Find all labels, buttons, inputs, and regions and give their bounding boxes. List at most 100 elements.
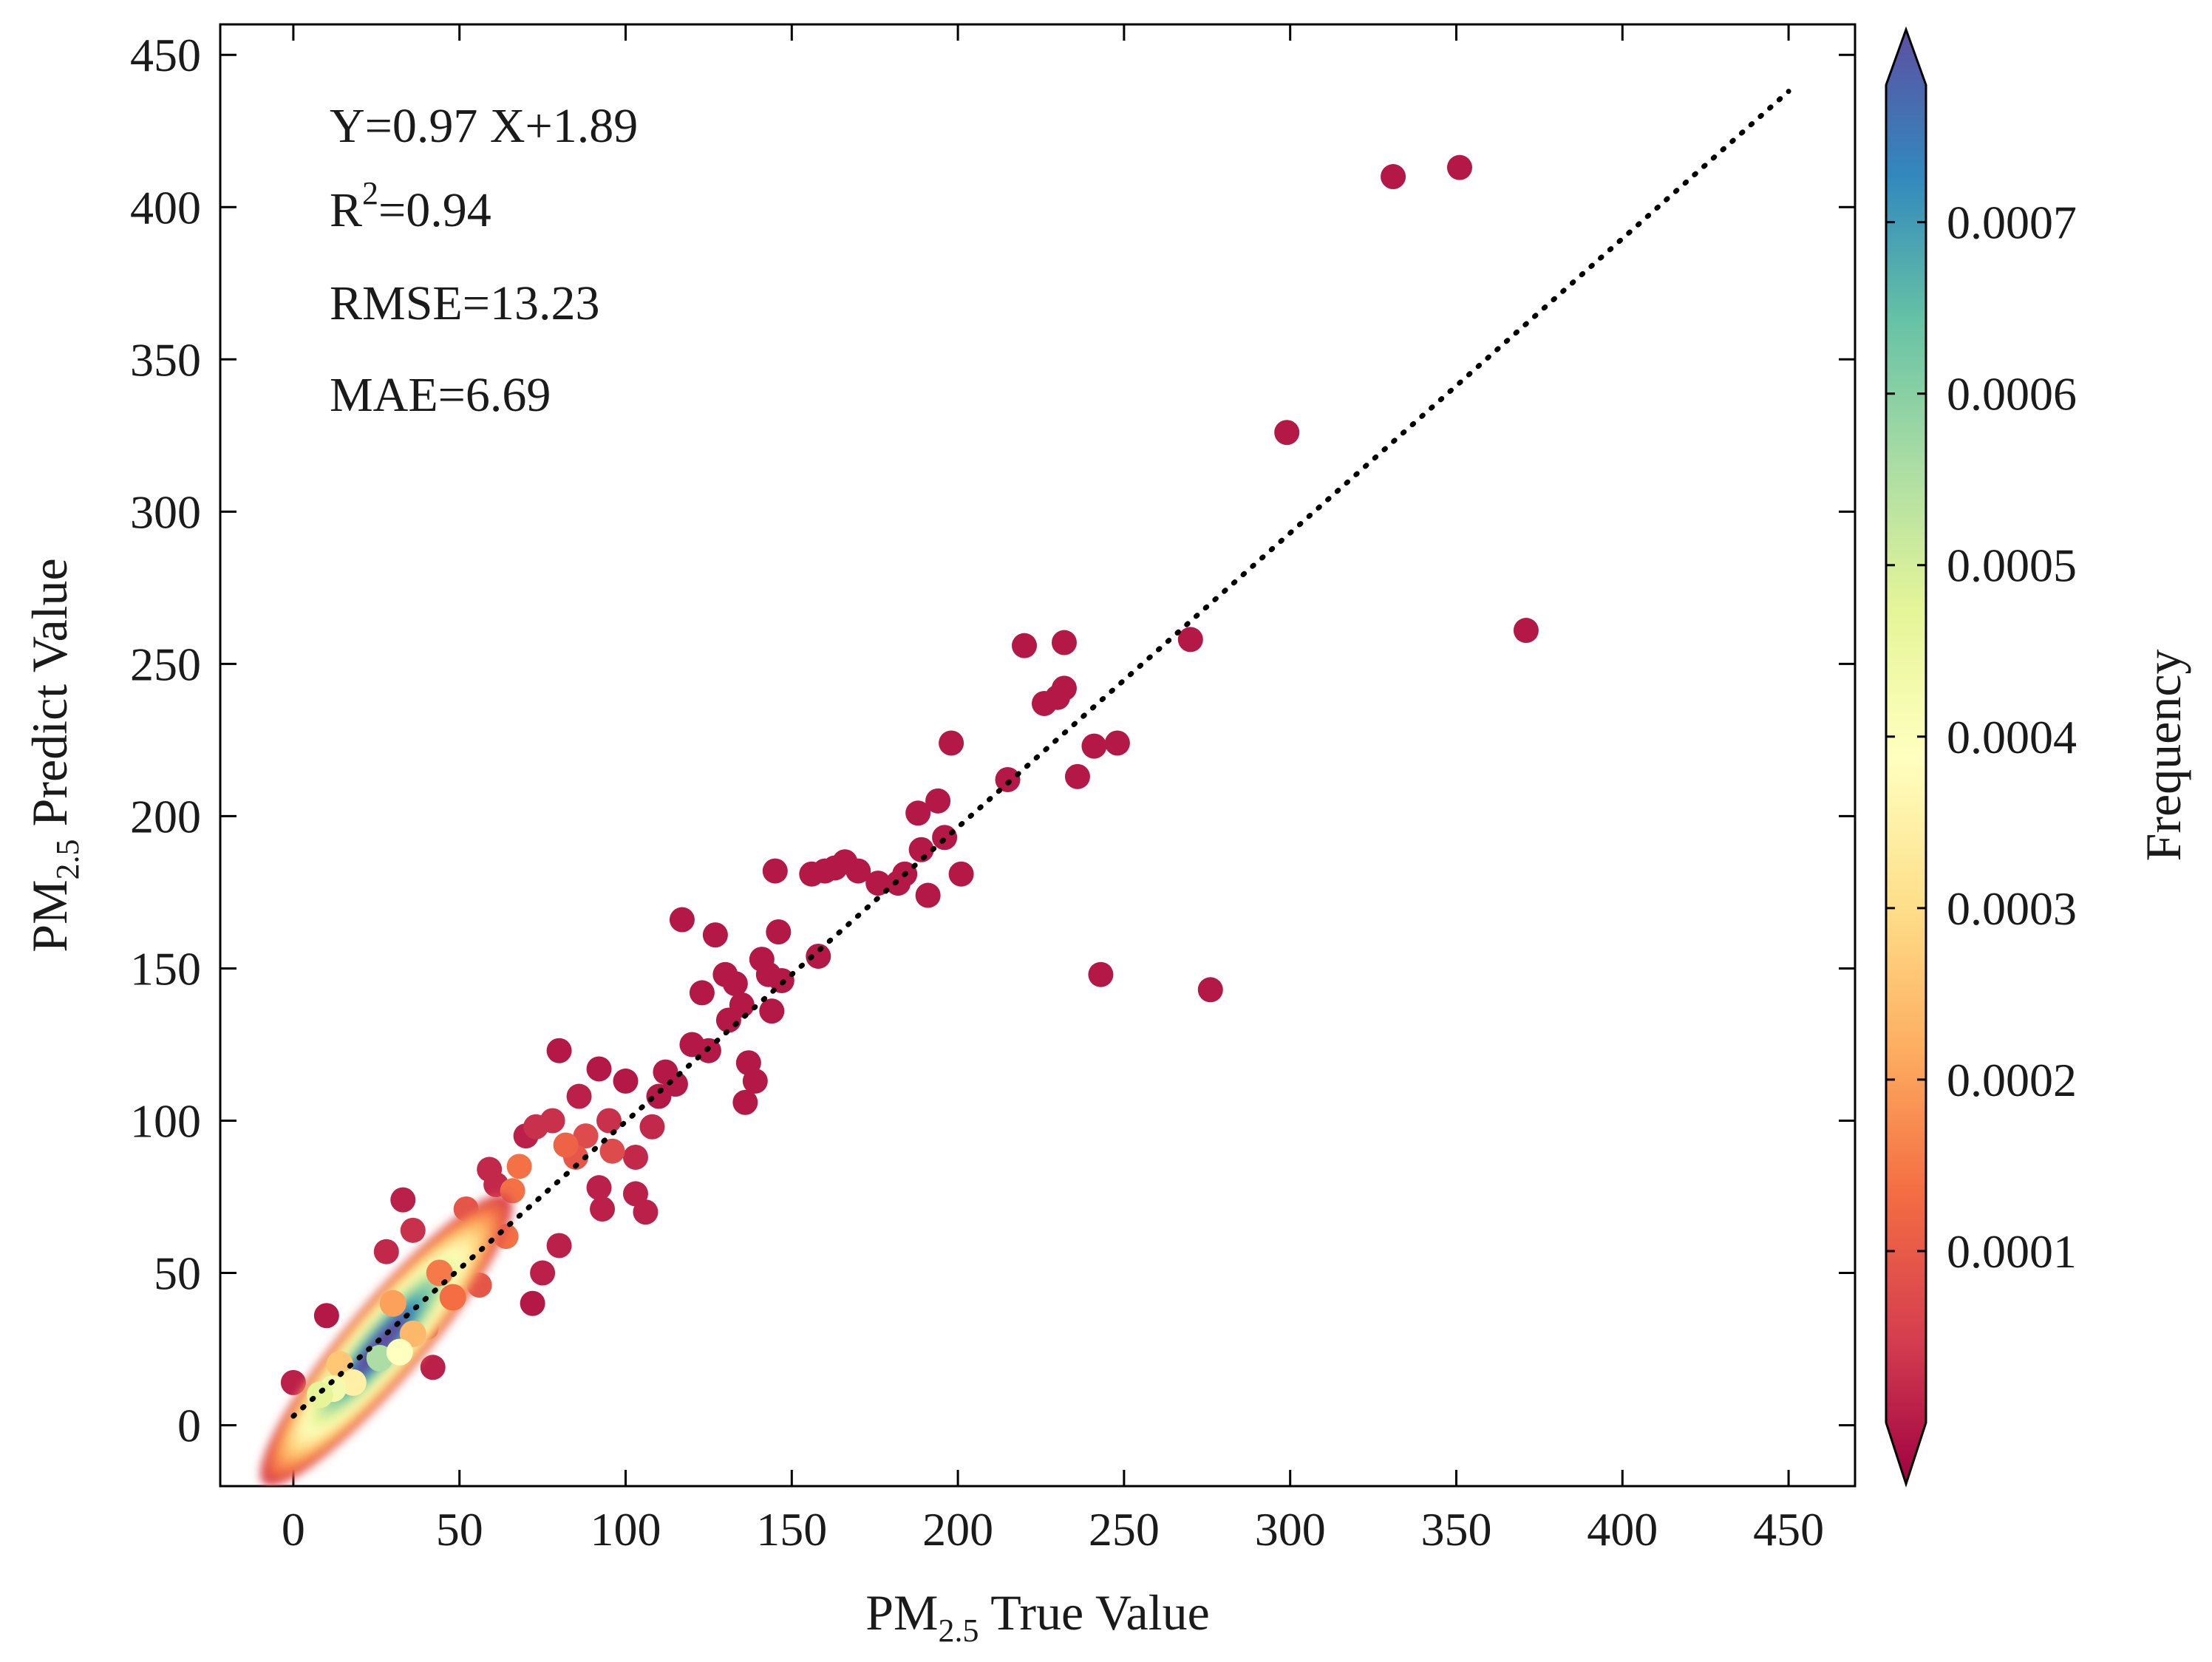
- density-point: [386, 1338, 413, 1366]
- x-tick-label: 450: [1753, 1503, 1824, 1556]
- data-point: [1274, 420, 1300, 446]
- density-point: [399, 1320, 426, 1347]
- data-point: [546, 1233, 572, 1259]
- density-point: [306, 1381, 333, 1409]
- density-point: [379, 1290, 406, 1317]
- data-point: [702, 922, 728, 948]
- y-tick-label: 300: [130, 486, 201, 538]
- x-tick-label: 300: [1255, 1503, 1326, 1556]
- colorbar-tick-label: 0.0003: [1947, 882, 2077, 935]
- data-point: [573, 1123, 599, 1149]
- equation-text: Y=0.97 X+1.89: [330, 99, 638, 153]
- x-tick-label: 250: [1089, 1503, 1160, 1556]
- data-point: [1381, 164, 1406, 190]
- data-point: [742, 1068, 768, 1094]
- data-point: [590, 1196, 616, 1222]
- data-point: [639, 1114, 665, 1140]
- x-axis-title: PM2.5 True Value: [865, 1584, 1210, 1649]
- data-point: [280, 1369, 306, 1395]
- mae-text: MAE=6.69: [330, 368, 551, 422]
- density-cluster: [260, 1193, 513, 1486]
- data-point: [586, 1175, 612, 1201]
- x-tick-label: 50: [436, 1503, 483, 1556]
- y-axis-ticks: 0 50 100 150 200 250 300 350 400 450: [130, 29, 1855, 1452]
- data-point: [1177, 627, 1203, 653]
- colorbar-tick-label: 0.0005: [1947, 539, 2077, 592]
- data-point: [546, 1038, 572, 1063]
- r2-text: R2=0.94: [330, 175, 491, 237]
- data-point: [759, 998, 785, 1024]
- data-point: [915, 882, 941, 908]
- data-point: [1104, 730, 1130, 756]
- data-point: [566, 1083, 592, 1109]
- data-point: [908, 837, 934, 862]
- colorbar-tick-label: 0.0007: [1947, 197, 2077, 249]
- data-point: [722, 971, 748, 997]
- colorbar-tick-label: 0.0001: [1947, 1225, 2077, 1278]
- scatter-points: [280, 154, 1539, 1395]
- x-title-sub: 2.5: [938, 1612, 979, 1649]
- data-point: [313, 1303, 339, 1329]
- x-tick-label: 150: [756, 1503, 827, 1556]
- data-point: [662, 1072, 688, 1097]
- data-point: [1051, 630, 1077, 655]
- y-tick-label: 100: [130, 1095, 201, 1148]
- data-point: [1081, 733, 1107, 759]
- y-axis-title: PM2.5 Predict Value: [21, 558, 86, 953]
- r2-base: R: [330, 183, 362, 237]
- x-axis-ticks: 0 50 100 150 200 250 300 350 400 450: [282, 24, 1824, 1556]
- y-tick-label: 50: [154, 1247, 201, 1300]
- data-point: [925, 788, 951, 814]
- y-tick-label: 150: [130, 942, 201, 995]
- data-point: [520, 1290, 545, 1316]
- colorbar-tick-label: 0.0006: [1947, 368, 2077, 420]
- data-point: [905, 800, 931, 826]
- data-point: [613, 1068, 639, 1094]
- plot-frame: [219, 23, 1857, 1488]
- x-tick-label: 400: [1587, 1503, 1658, 1556]
- data-point: [669, 907, 695, 933]
- data-point: [1513, 618, 1539, 644]
- colorbar-ticks: 0.0001 0.0002 0.0003 0.0004 0.0005 0.0006 0.00…: [1886, 197, 2077, 1278]
- data-point: [1012, 633, 1038, 658]
- data-point: [939, 730, 964, 756]
- x-tick-label: 0: [282, 1503, 305, 1556]
- y-title-rest: Predict Value: [21, 558, 78, 839]
- data-point: [762, 858, 788, 884]
- y-tick-label: 0: [177, 1400, 201, 1452]
- data-point: [845, 858, 871, 884]
- y-tick-label: 350: [130, 333, 201, 386]
- density-point: [426, 1259, 453, 1287]
- data-point: [1051, 675, 1077, 701]
- data-point: [1088, 961, 1114, 987]
- r2-superscript: 2: [362, 175, 378, 211]
- data-point: [633, 1199, 659, 1225]
- colorbar-tick-label: 0.0002: [1947, 1054, 2077, 1106]
- data-point: [1064, 763, 1090, 789]
- density-point: [326, 1351, 353, 1378]
- data-point: [553, 1132, 579, 1158]
- data-point: [390, 1187, 416, 1213]
- data-point: [806, 943, 831, 969]
- rmse-text: RMSE=13.23: [330, 276, 599, 330]
- data-point: [373, 1239, 399, 1264]
- data-point: [729, 992, 755, 1018]
- data-point: [506, 1154, 532, 1179]
- y-tick-label: 250: [130, 638, 201, 690]
- colorbar-title: Frequency: [2135, 649, 2191, 861]
- data-point: [596, 1108, 622, 1134]
- data-point: [599, 1138, 625, 1164]
- data-point: [420, 1355, 446, 1380]
- density-gradient-group: [260, 1193, 513, 1486]
- colorbar-tick-label: 0.0004: [1947, 711, 2077, 763]
- data-point: [766, 919, 792, 945]
- density-point: [439, 1284, 466, 1311]
- colorbar-gradient: [1885, 26, 1927, 1488]
- r2-value: =0.94: [378, 183, 491, 237]
- data-point: [948, 861, 974, 887]
- y-tick-label: 450: [130, 29, 201, 81]
- data-point: [530, 1260, 556, 1286]
- x-title-rest: True Value: [979, 1584, 1209, 1641]
- x-title-base: PM: [865, 1584, 938, 1641]
